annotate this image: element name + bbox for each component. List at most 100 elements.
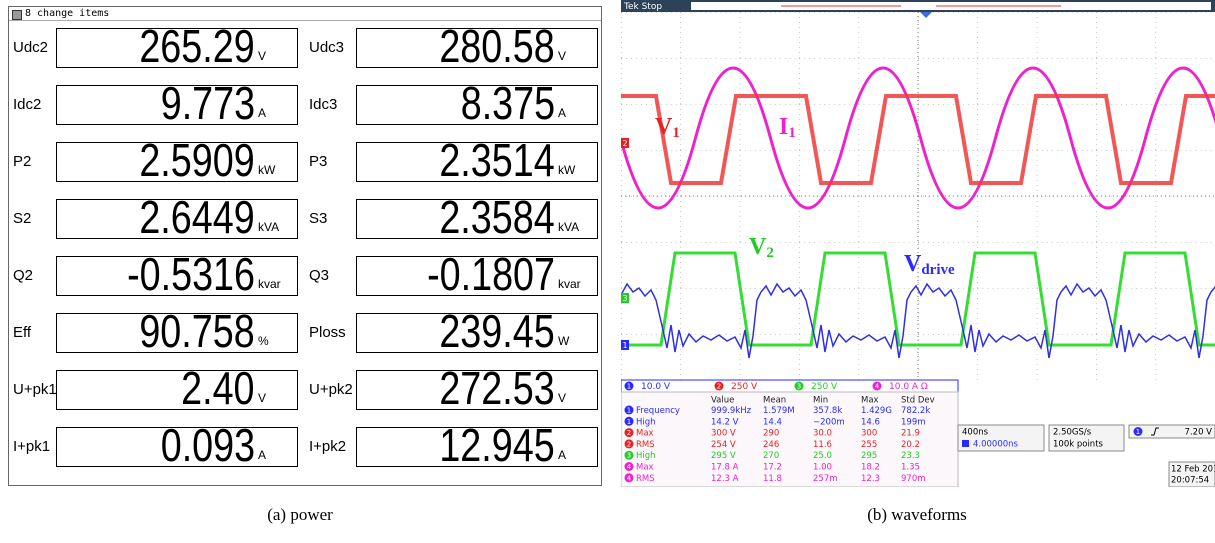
date: 12 Feb 2015: [1171, 465, 1215, 475]
measurement-cell: 12.3: [861, 474, 880, 484]
channel-badge-label: 2: [717, 383, 721, 391]
measurement-cell: 295 V: [711, 451, 736, 461]
reading-unit: V: [555, 391, 597, 409]
reading-label: Idc3: [309, 96, 337, 113]
channel-scale: 250 V: [731, 382, 758, 392]
measurement-cell: 17.8 A: [711, 463, 739, 473]
oscilloscope: Tek StopV1I1V2Vdrive231110.0 V2250 V3250…: [621, 0, 1215, 487]
reading-value: 9.773: [161, 85, 255, 124]
reading-value: 90.758: [140, 313, 255, 352]
reading-value: 2.3584: [440, 199, 555, 238]
measurement-cell: 11.6: [813, 440, 832, 450]
ground-marker-label: 3: [623, 294, 628, 303]
reading-label: Q3: [309, 267, 329, 284]
reading-unit: kvar: [255, 277, 297, 295]
reading-label: S3: [309, 210, 327, 227]
status: Tek Stop: [623, 2, 662, 12]
measurement-cell: 14.4: [763, 417, 782, 427]
reading-unit: kVA: [555, 220, 597, 238]
reading-value: 2.40: [182, 370, 255, 409]
trigger-level: 7.20 V: [1185, 428, 1213, 438]
measurement-cell: 246: [763, 440, 779, 450]
measurement-cell: 25.0: [813, 451, 832, 461]
reading-label: P2: [13, 153, 31, 170]
measurement-header: Mean: [763, 396, 786, 406]
measurement-cell: 300: [861, 429, 877, 439]
channel-badge-label: 1: [627, 418, 631, 426]
delay: 4.00000ns: [973, 440, 1019, 450]
measurement-cell: 23.3: [901, 451, 920, 461]
trace-label-main: V: [904, 251, 922, 277]
reading-box: -0.5316kvar: [56, 256, 298, 296]
trace-label-sub: drive: [921, 262, 955, 278]
channel-badge-label: 4: [627, 474, 632, 482]
caption: (b) waveforms: [867, 505, 967, 525]
time: 20:07:54: [1171, 476, 1209, 486]
reading-unit: A: [555, 106, 597, 124]
reading-unit: kVA: [255, 220, 297, 238]
header-icon: [12, 10, 22, 20]
reading-box: 239.45W: [356, 313, 598, 353]
measurement-name: High: [636, 417, 656, 427]
trace-label-sub: 2: [766, 245, 774, 261]
measurement-cell: 11.8: [763, 474, 782, 484]
reading-box: 90.758%: [56, 313, 298, 353]
measurement-header: Std Dev: [901, 396, 935, 406]
measurement-cell: 199m: [901, 417, 926, 427]
header-title: 8 change items: [25, 8, 109, 19]
measurement-header: Max: [861, 396, 879, 406]
header: 8 change items: [9, 7, 601, 21]
channel-badge-label: 4: [627, 463, 632, 471]
channel-badge-label: 4: [875, 383, 880, 391]
reading-unit: A: [255, 106, 297, 124]
measurement-cell: 1.579M: [763, 406, 795, 416]
reading-value: -0.1807: [427, 256, 555, 295]
measurement-cell: 254 V: [711, 440, 736, 450]
measurement-cell: 14.2 V: [711, 417, 739, 427]
reading-unit: A: [255, 448, 297, 466]
measurement-cell: 30.0: [813, 429, 832, 439]
channel-badge-label: 3: [627, 452, 631, 460]
measurement-cell: 21.9: [901, 429, 920, 439]
trace-label-main: V: [749, 234, 767, 260]
reading-value: 280.58: [440, 28, 555, 67]
measurement-name: Max: [636, 429, 654, 439]
reading-value: 2.3514: [440, 142, 555, 181]
reading-value: -0.5316: [127, 256, 255, 295]
measurement-cell: 14.6: [861, 417, 880, 427]
measurement-cell: 290: [763, 429, 779, 439]
measurement-header: Min: [813, 396, 828, 406]
reading-unit: kvar: [555, 277, 597, 295]
channel-badge-label: 3: [797, 383, 801, 391]
channel-badge-label: 2: [627, 440, 631, 448]
measurement-header: Value: [711, 396, 734, 406]
page: 8 change items Udc2265.29VUdc3280.58VIdc…: [0, 0, 1215, 543]
ground-marker-label: 1: [623, 341, 628, 350]
channel-scale: 10.0 V: [641, 382, 671, 392]
reading-label: Udc2: [13, 39, 48, 56]
reading-label: Q2: [13, 267, 33, 284]
reading-unit: kW: [555, 163, 597, 181]
reading-label: Eff: [13, 324, 31, 341]
timebase: 400ns: [962, 428, 989, 438]
reading-label: S2: [13, 210, 31, 227]
measurement-cell: 970m: [901, 474, 926, 484]
measurement-cell: 20.2: [901, 440, 920, 450]
reading-label: Ploss: [309, 324, 346, 341]
measurement-name: RMS: [636, 474, 655, 484]
reading-label: P3: [309, 153, 327, 170]
reading-unit: W: [555, 334, 597, 352]
reading-value: 265.29: [140, 28, 255, 67]
measurement-cell: 12.3 A: [711, 474, 739, 484]
measurement-name: Frequency: [636, 406, 680, 416]
reading-value: 2.5909: [140, 142, 255, 181]
reading-label: Idc2: [13, 96, 41, 113]
measurement-cell: 17.2: [763, 463, 782, 473]
